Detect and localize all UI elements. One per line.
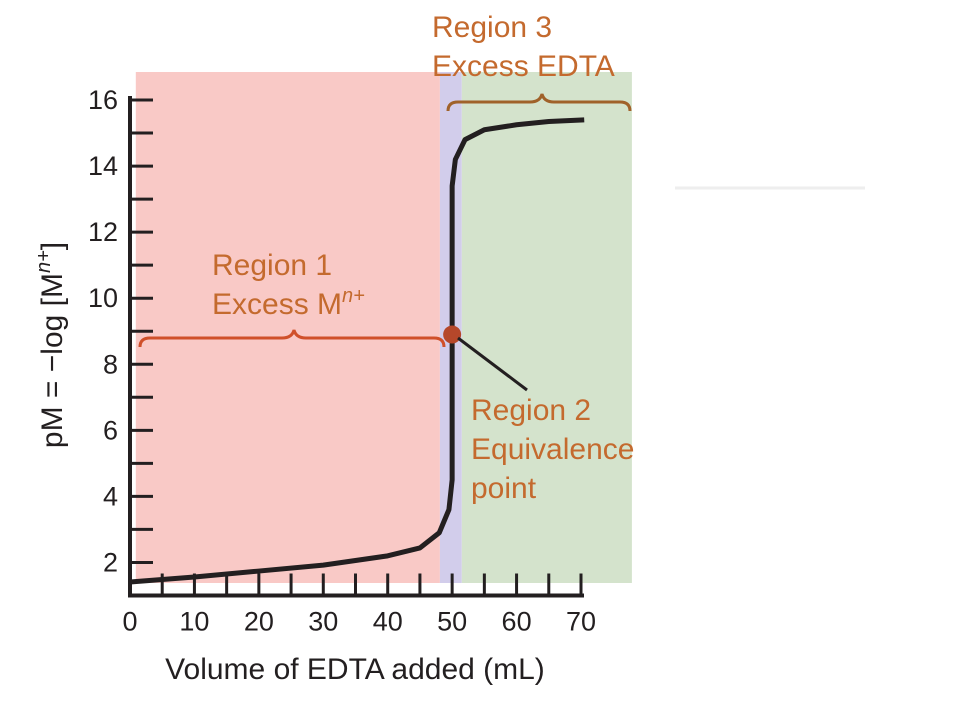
- region-2-subtitle: Equivalence: [471, 433, 634, 466]
- pointer-line: [457, 336, 528, 392]
- region-1-subtitle: Excess Mn+: [212, 285, 365, 321]
- x-tick-label: 0: [122, 607, 137, 637]
- region: [461, 72, 632, 583]
- region-3-subtitle: Excess EDTA: [432, 50, 615, 83]
- y-tick-label: 2: [103, 547, 118, 577]
- region-1-title: Region 1: [212, 249, 332, 282]
- y-title-superscript: n+: [33, 250, 55, 273]
- region-2-subtitle-2: point: [471, 472, 537, 505]
- x-tick-label: 50: [437, 607, 467, 637]
- x-tick-label: 10: [179, 607, 209, 637]
- y-tick-label: 4: [103, 481, 118, 511]
- plot: 2 4 6 8 10 12 14 16 0 10 20 30 40 50 60 70: [88, 85, 596, 637]
- regions: [135, 72, 632, 583]
- x-tick-label: 70: [566, 607, 596, 637]
- x-tick-label: 20: [244, 607, 274, 637]
- y-tick-label: 14: [88, 151, 118, 181]
- y-tick-label: 12: [88, 217, 118, 247]
- y-title-end: ]: [36, 242, 69, 250]
- y-tick-label: 16: [88, 85, 118, 115]
- x-axis-title: Volume of EDTA added (mL): [165, 653, 545, 686]
- region-3-title: Region 3: [432, 11, 552, 44]
- x-tick-label: 30: [308, 607, 338, 637]
- y-axis-title: pM = −log [Mn+]: [33, 242, 69, 448]
- region-2-title: Region 2: [471, 394, 591, 427]
- y-tick-label: 8: [103, 349, 118, 379]
- region-1-text: Excess M: [212, 288, 342, 321]
- y-tick-label: 6: [103, 415, 118, 445]
- region-3-brace: [446, 93, 632, 112]
- equivalence-point: [443, 325, 462, 344]
- region-1-superscript: n+: [342, 285, 365, 307]
- region-1-brace: [138, 329, 446, 348]
- x-tick-label: 60: [502, 607, 532, 637]
- y-tick-label: 10: [88, 283, 118, 313]
- region: [135, 72, 440, 583]
- titration-curve: [129, 117, 585, 585]
- x-tick-label: 40: [373, 607, 403, 637]
- y-title-text: pM = −log [M: [36, 273, 69, 448]
